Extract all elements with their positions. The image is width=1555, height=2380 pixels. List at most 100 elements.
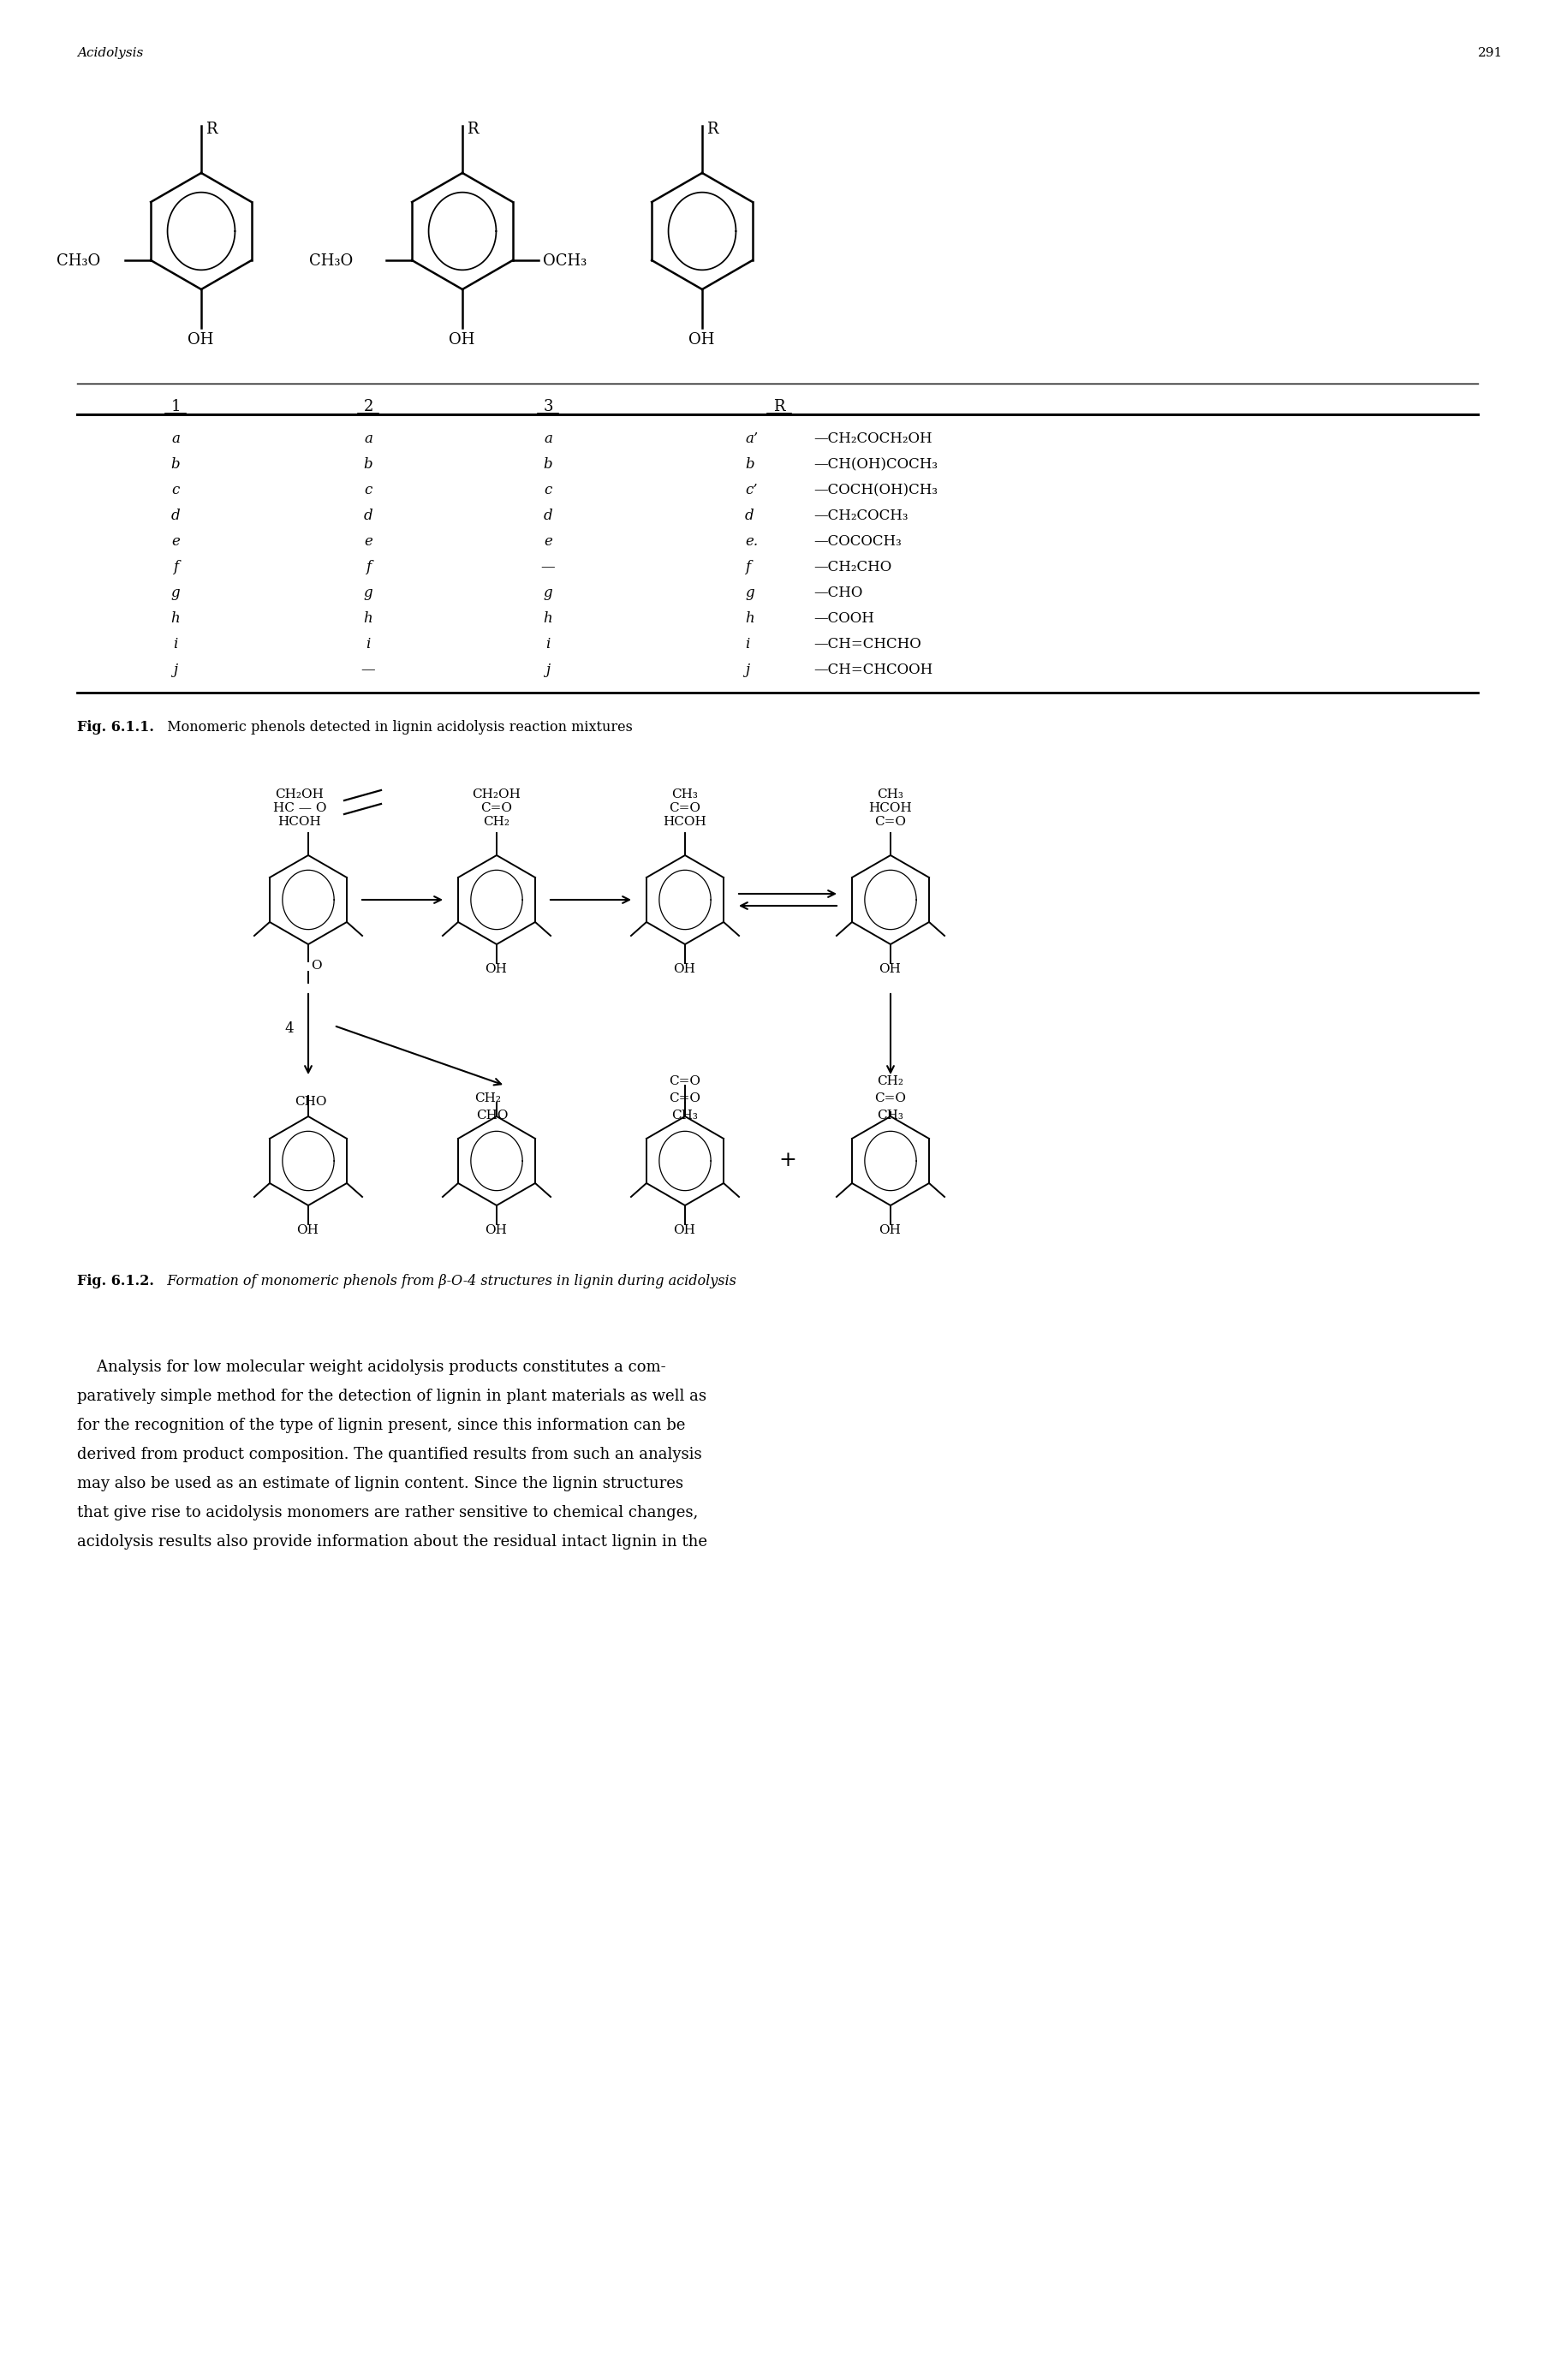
Text: 3: 3 — [543, 400, 554, 414]
Text: i: i — [546, 638, 550, 652]
Text: e: e — [171, 533, 180, 550]
Text: may also be used as an estimate of lignin content. Since the lignin structures: may also be used as an estimate of ligni… — [78, 1476, 683, 1492]
Text: 2: 2 — [364, 400, 373, 414]
Text: HC — O: HC — O — [274, 802, 327, 814]
Text: —COCH(OH)CH₃: —COCH(OH)CH₃ — [813, 483, 938, 497]
Text: d: d — [364, 509, 373, 524]
Text: Analysis for low molecular weight acidolysis products constitutes a com-: Analysis for low molecular weight acidol… — [78, 1359, 666, 1376]
Text: g: g — [745, 585, 754, 600]
Text: a: a — [171, 431, 180, 445]
Text: —CH=CHCOOH: —CH=CHCOOH — [813, 662, 933, 678]
Text: R: R — [706, 121, 718, 138]
Text: i: i — [173, 638, 177, 652]
Text: g: g — [171, 585, 180, 600]
Text: Formation of monomeric phenols from β-O-4 structures in lignin during acidolysis: Formation of monomeric phenols from β-O-… — [159, 1273, 736, 1288]
Text: OH: OH — [673, 1223, 695, 1235]
Text: i: i — [365, 638, 370, 652]
Text: Acidolysis: Acidolysis — [78, 48, 143, 60]
Text: c: c — [171, 483, 179, 497]
Text: CH₂OH: CH₂OH — [275, 788, 323, 800]
Text: e: e — [544, 533, 552, 550]
Text: R: R — [205, 121, 218, 138]
Text: —CH₂CHO: —CH₂CHO — [813, 559, 891, 574]
Text: c: c — [544, 483, 552, 497]
Text: OH: OH — [485, 1223, 507, 1235]
Text: —CH(OH)COCH₃: —CH(OH)COCH₃ — [813, 457, 938, 471]
Text: CH₂: CH₂ — [877, 1076, 903, 1088]
Text: CHO: CHO — [476, 1109, 508, 1121]
Text: d: d — [745, 509, 754, 524]
Text: g: g — [543, 585, 552, 600]
Text: i: i — [745, 638, 750, 652]
Text: f: f — [173, 559, 179, 574]
Text: OH: OH — [689, 333, 714, 347]
Text: O: O — [311, 959, 322, 971]
Text: —: — — [361, 662, 375, 678]
Text: OCH₃: OCH₃ — [543, 252, 586, 269]
Text: f: f — [745, 559, 750, 574]
Text: h: h — [745, 612, 754, 626]
Text: CH₃O: CH₃O — [309, 252, 353, 269]
Text: h: h — [171, 612, 180, 626]
Text: C=O: C=O — [669, 802, 701, 814]
Text: h: h — [543, 612, 552, 626]
Text: b: b — [171, 457, 180, 471]
Text: HCOH: HCOH — [664, 816, 708, 828]
Text: CH₃O: CH₃O — [56, 252, 101, 269]
Text: HCOH: HCOH — [869, 802, 913, 814]
Text: acidolysis results also provide information about the residual intact lignin in : acidolysis results also provide informat… — [78, 1535, 708, 1549]
Text: —CH=CHCHO: —CH=CHCHO — [813, 638, 921, 652]
Text: 1: 1 — [171, 400, 180, 414]
Text: e.: e. — [745, 533, 757, 550]
Text: C=O: C=O — [874, 816, 907, 828]
Text: b: b — [543, 457, 552, 471]
Text: —CHO: —CHO — [813, 585, 863, 600]
Text: a: a — [544, 431, 552, 445]
Text: c: c — [364, 483, 372, 497]
Text: R: R — [773, 400, 785, 414]
Text: Fig. 6.1.1.: Fig. 6.1.1. — [78, 721, 154, 735]
Text: for the recognition of the type of lignin present, since this information can be: for the recognition of the type of ligni… — [78, 1418, 686, 1433]
Text: g: g — [364, 585, 373, 600]
Text: C=O: C=O — [874, 1092, 907, 1104]
Text: C=O: C=O — [669, 1092, 701, 1104]
Text: j: j — [546, 662, 550, 678]
Text: OH: OH — [879, 964, 900, 976]
Text: Monomeric phenols detected in lignin acidolysis reaction mixtures: Monomeric phenols detected in lignin aci… — [159, 721, 633, 735]
Text: —COOH: —COOH — [813, 612, 874, 626]
Text: Fig. 6.1.2.: Fig. 6.1.2. — [78, 1273, 154, 1288]
Text: j: j — [745, 662, 750, 678]
Text: OH: OH — [879, 1223, 900, 1235]
Text: 4: 4 — [285, 1021, 294, 1035]
Text: OH: OH — [188, 333, 213, 347]
Text: f: f — [365, 559, 370, 574]
Text: CHO: CHO — [294, 1095, 327, 1107]
Text: —CH₂COCH₂OH: —CH₂COCH₂OH — [813, 431, 931, 445]
Text: j: j — [173, 662, 177, 678]
Text: OH: OH — [297, 1223, 319, 1235]
Text: derived from product composition. The quantified results from such an analysis: derived from product composition. The qu… — [78, 1447, 701, 1461]
Text: paratively simple method for the detection of lignin in plant materials as well : paratively simple method for the detecti… — [78, 1388, 706, 1404]
Text: a: a — [364, 431, 373, 445]
Text: OH: OH — [673, 964, 695, 976]
Text: +: + — [779, 1152, 796, 1171]
Text: —CH₂COCH₃: —CH₂COCH₃ — [813, 509, 908, 524]
Text: CH₃: CH₃ — [877, 788, 903, 800]
Text: d: d — [543, 509, 552, 524]
Text: —COCOCH₃: —COCOCH₃ — [813, 533, 902, 550]
Text: HCOH: HCOH — [278, 816, 322, 828]
Text: h: h — [364, 612, 373, 626]
Text: C=O: C=O — [480, 802, 513, 814]
Text: —: — — [541, 559, 555, 574]
Text: CH₃: CH₃ — [672, 788, 698, 800]
Text: b: b — [364, 457, 373, 471]
Text: that give rise to acidolysis monomers are rather sensitive to chemical changes,: that give rise to acidolysis monomers ar… — [78, 1504, 698, 1521]
Text: c’: c’ — [745, 483, 757, 497]
Text: d: d — [171, 509, 180, 524]
Text: CH₂: CH₂ — [474, 1092, 501, 1104]
Text: OH: OH — [449, 333, 474, 347]
Text: CH₂: CH₂ — [484, 816, 510, 828]
Text: OH: OH — [485, 964, 507, 976]
Text: CH₃: CH₃ — [877, 1109, 903, 1121]
Text: R: R — [466, 121, 479, 138]
